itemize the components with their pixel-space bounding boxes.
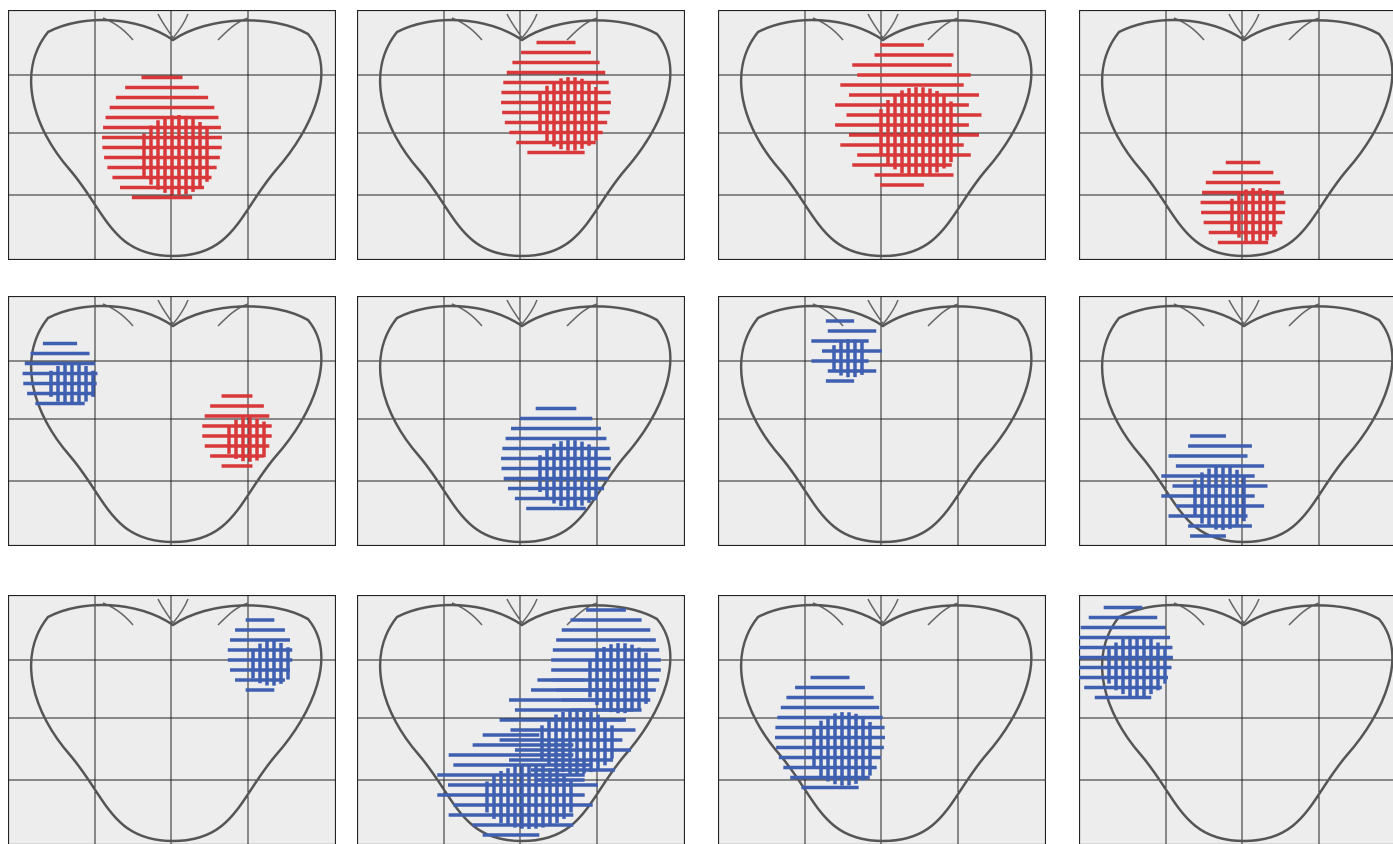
panel bbox=[1079, 296, 1393, 546]
panel-background bbox=[719, 596, 1046, 844]
panel bbox=[718, 595, 1046, 844]
panel bbox=[357, 10, 685, 260]
panel-background bbox=[358, 297, 685, 546]
panel bbox=[8, 595, 336, 844]
panel-background bbox=[9, 297, 336, 546]
figure bbox=[0, 0, 1393, 844]
panel bbox=[8, 296, 336, 546]
page: {"panels": [ {"hatch_colors": ["#d9383a"… bbox=[0, 0, 1393, 844]
panel bbox=[1079, 10, 1393, 260]
panel-background bbox=[719, 297, 1046, 546]
panel-background bbox=[1080, 596, 1393, 844]
panel bbox=[718, 296, 1046, 546]
panel bbox=[8, 10, 336, 260]
panel bbox=[357, 296, 685, 546]
panel-background bbox=[9, 596, 336, 844]
panel bbox=[718, 10, 1046, 260]
body: (() => { const data = JSON.parse(documen… bbox=[0, 0, 1393, 844]
panel bbox=[357, 595, 685, 844]
panel-background bbox=[358, 11, 685, 260]
panel bbox=[1073, 595, 1393, 844]
